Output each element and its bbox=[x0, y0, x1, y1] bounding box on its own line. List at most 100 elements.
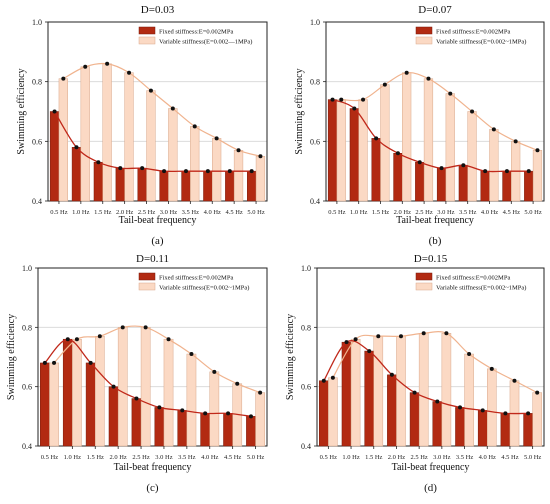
point-fixed-stiffness bbox=[248, 414, 253, 419]
bar-variable-stiffness bbox=[190, 126, 200, 202]
x-tick-label: 3.5 Hz bbox=[456, 454, 473, 461]
bar-fixed-stiffness bbox=[523, 413, 533, 447]
point-fixed-stiffness bbox=[395, 151, 400, 156]
point-fixed-stiffness bbox=[249, 169, 254, 174]
point-variable-stiffness bbox=[361, 97, 366, 102]
y-tick-label: 0.8 bbox=[22, 323, 32, 332]
point-fixed-stiffness bbox=[503, 411, 508, 416]
line-variable-stiffness bbox=[332, 331, 538, 394]
bar-fixed-stiffness bbox=[40, 362, 50, 447]
bar-variable-stiffness bbox=[49, 362, 59, 447]
chart-title: D=0.03 bbox=[141, 4, 175, 16]
point-fixed-stiffness bbox=[344, 340, 349, 345]
y-tick-label: 0.4 bbox=[22, 442, 32, 451]
plot-frame bbox=[47, 21, 268, 202]
x-tick-label: 1.0 Hz bbox=[342, 454, 359, 461]
point-fixed-stiffness bbox=[134, 396, 139, 401]
point-variable-stiffness bbox=[330, 375, 335, 380]
point-variable-stiffness bbox=[258, 390, 263, 395]
point-variable-stiffness bbox=[83, 64, 88, 69]
bar-variable-stiffness bbox=[350, 338, 361, 447]
bar-variable-stiffness bbox=[95, 335, 105, 447]
x-tick-label: 1.0 Hz bbox=[350, 209, 367, 216]
point-variable-stiffness bbox=[236, 148, 241, 153]
point-fixed-stiffness bbox=[330, 97, 335, 102]
x-tick-label: 2.0 Hz bbox=[394, 209, 411, 216]
bar-variable-stiffness bbox=[186, 353, 197, 447]
bar-variable-stiffness bbox=[72, 338, 82, 447]
x-tick-label: 0.5 Hz bbox=[328, 209, 345, 216]
chart-title: D=0.15 bbox=[414, 253, 448, 265]
bar-variable-stiffness bbox=[58, 78, 68, 202]
legend-swatch-variable bbox=[138, 282, 156, 291]
bar-variable-stiffness bbox=[373, 335, 384, 447]
panel-label: (d) bbox=[424, 482, 437, 494]
y-axis-label: Swimming efficiency bbox=[6, 314, 17, 400]
plot-frame bbox=[316, 267, 545, 447]
x-tick-label: 4.0 Hz bbox=[479, 454, 496, 461]
panel-label: (a) bbox=[151, 235, 164, 247]
bar-fixed-stiffness bbox=[455, 407, 465, 447]
point-fixed-stiffness bbox=[88, 360, 93, 365]
x-tick-label: 2.0 Hz bbox=[109, 454, 126, 461]
point-fixed-stiffness bbox=[483, 169, 488, 174]
point-variable-stiffness bbox=[170, 106, 175, 111]
x-tick-label: 0.5 Hz bbox=[320, 454, 337, 461]
bar-variable-stiffness bbox=[146, 90, 156, 202]
point-fixed-stiffness bbox=[480, 408, 485, 413]
point-variable-stiffness bbox=[61, 76, 66, 81]
point-variable-stiffness bbox=[189, 352, 194, 357]
point-variable-stiffness bbox=[491, 127, 496, 132]
legend: Fixed stiffness:E=0.002MPa Variable stiff… bbox=[138, 272, 249, 292]
legend: Fixed stiffness:E=0.002MPa Variable stiff… bbox=[138, 26, 252, 46]
point-fixed-stiffness bbox=[140, 166, 145, 171]
point-variable-stiffness bbox=[97, 334, 102, 339]
y-tick-label: 0.4 bbox=[301, 442, 311, 451]
y-tick-label: 0.6 bbox=[22, 383, 32, 392]
bar-fixed-stiffness bbox=[393, 153, 403, 202]
point-fixed-stiffness bbox=[439, 166, 444, 171]
bar-fixed-stiffness bbox=[137, 167, 147, 202]
bar-fixed-stiffness bbox=[477, 410, 488, 447]
x-tick-label: 3.0 Hz bbox=[433, 454, 450, 461]
point-fixed-stiffness bbox=[205, 169, 210, 174]
x-tick-label: 1.0 Hz bbox=[72, 209, 89, 216]
line-variable-stiffness bbox=[63, 62, 261, 157]
bar-fixed-stiffness bbox=[349, 108, 359, 202]
panel-label: (b) bbox=[429, 235, 442, 247]
y-axis-label: Swimming efficiency bbox=[16, 68, 27, 154]
bar-fixed-stiffness bbox=[246, 416, 256, 447]
point-variable-stiffness bbox=[448, 91, 453, 96]
point-variable-stiffness bbox=[143, 325, 148, 330]
x-tick-label: 4.5 Hz bbox=[225, 209, 242, 216]
point-variable-stiffness bbox=[52, 360, 57, 365]
panel-label: (c) bbox=[146, 482, 159, 494]
bar-fixed-stiffness bbox=[371, 138, 381, 202]
point-fixed-stiffness bbox=[162, 169, 167, 174]
legend-swatch-fixed bbox=[138, 26, 156, 35]
legend-label-variable: Variable stiffness(E=0.002~1MPa) bbox=[436, 39, 526, 46]
x-tick-label: 4.5 Hz bbox=[501, 454, 518, 461]
bar-fixed-stiffness bbox=[458, 164, 468, 202]
bar-variable-stiffness bbox=[441, 333, 452, 447]
point-fixed-stiffness bbox=[180, 408, 185, 413]
point-variable-stiffness bbox=[535, 148, 540, 153]
x-tick-label: 5.0 Hz bbox=[524, 209, 541, 216]
x-tick-label: 1.5 Hz bbox=[94, 209, 111, 216]
x-tick-label: 4.5 Hz bbox=[503, 209, 520, 216]
x-tick-label: 5.0 Hz bbox=[247, 209, 264, 216]
point-variable-stiffness bbox=[444, 331, 449, 336]
y-tick-label: 0.8 bbox=[32, 78, 42, 87]
point-variable-stiffness bbox=[404, 70, 409, 75]
bar-fixed-stiffness bbox=[436, 167, 447, 202]
bar-fixed-stiffness bbox=[181, 170, 191, 202]
point-fixed-stiffness bbox=[65, 337, 70, 342]
point-fixed-stiffness bbox=[42, 360, 47, 365]
line-fixed-stiffness bbox=[323, 340, 529, 415]
y-tick-label: 1.0 bbox=[22, 264, 32, 273]
legend: Fixed stiffness:E=0.002MPa Variable stiff… bbox=[415, 26, 526, 46]
x-tick-label: 4.0 Hz bbox=[201, 454, 218, 461]
bar-variable-stiffness bbox=[140, 327, 151, 447]
bar-fixed-stiffness bbox=[200, 413, 210, 447]
